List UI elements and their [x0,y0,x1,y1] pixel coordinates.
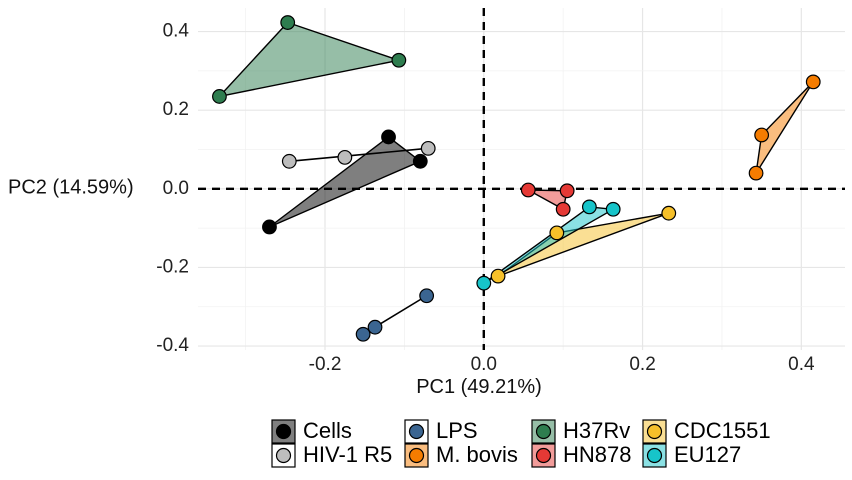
x-axis-ticks: -0.2 0.0 0.2 0.4 [309,354,815,375]
legend-key-point [275,423,292,440]
point-h37rv-3 [391,52,407,68]
y-tick-label: 0.2 [163,99,189,120]
hull-m-bovis [755,81,814,174]
legend-key-point [535,447,552,464]
x-tick-label: 0.4 [788,354,815,375]
point-cells-2 [381,129,396,145]
legend-key-point [535,423,552,440]
y-tick-label: 0.4 [163,21,190,42]
point-lps-1 [355,326,371,342]
point-lps-3 [419,288,435,304]
hull-h37rv [218,21,400,98]
y-tick-label: 0.0 [163,178,189,199]
hull-hn878 [527,189,568,211]
legend-label: H37Rv [563,418,630,443]
legend-label: LPS [436,418,478,443]
group-hulls [218,21,814,335]
point-cdc1551-3 [661,205,677,221]
point-cdc1551-2 [490,268,506,284]
legend-key-box [404,419,429,444]
legend-label: HN878 [563,442,631,467]
legend-item-h37rv: H37Rv [531,418,630,444]
point-hn878-2 [555,201,571,217]
data-points [212,15,821,342]
point-hn878-1 [520,182,536,198]
point-eu127-1 [476,275,492,291]
point-eu127-3 [605,201,621,217]
point-m-bovis-1 [748,165,764,181]
x-axis-title: PC1 (49.21%) [416,376,542,398]
legend-item-lps: LPS [404,418,478,444]
x-tick-label: 0.0 [471,354,497,375]
legend-label: HIV-1 R5 [303,442,392,467]
x-tick-label: 0.2 [629,354,655,375]
hull-eu127 [483,206,614,284]
y-tick-label: -0.2 [156,256,189,277]
legend-item-cells: Cells [271,418,352,444]
point-hiv-1-r5-2 [337,149,353,165]
legend-item-eu127: EU127 [642,442,741,468]
x-tick-label: -0.2 [309,354,342,375]
point-cells-1 [262,219,277,235]
point-cdc1551-1 [549,225,565,241]
legend-item-hiv-1-r5: HIV-1 R5 [271,442,392,468]
legend-label: EU127 [674,442,741,467]
legend-key-box [271,443,296,468]
point-hiv-1-r5-1 [281,153,297,169]
y-tick-label: -0.4 [156,335,189,356]
legend-item-m-bovis: M. bovis [404,442,518,468]
point-m-bovis-2 [754,127,770,143]
point-eu127-2 [581,199,597,215]
point-cells-3 [412,153,428,169]
legend-item-hn878: HN878 [531,442,631,468]
point-h37rv-2 [280,15,296,30]
legend-label: CDC1551 [674,418,771,443]
point-hn878-3 [559,183,575,199]
legend-key-point [408,447,425,464]
legend-key-point [408,423,425,440]
legend-item-cdc1551: CDC1551 [642,418,771,444]
legend-key-point [646,447,663,464]
point-lps-2 [367,319,383,335]
point-hiv-1-r5-3 [420,140,436,156]
hull-cells [268,136,421,228]
y-axis-title: PC2 (14.59%) [8,176,134,198]
y-axis-ticks: -0.4 -0.2 0.0 0.2 0.4 [156,21,189,356]
segment-hiv-1-r5 [289,147,429,163]
legend-label: Cells [303,418,352,443]
point-m-bovis-3 [805,74,821,90]
legend-key-point [275,447,292,464]
legend-key-point [646,423,663,440]
point-h37rv-1 [212,89,227,104]
legend-label: M. bovis [436,442,518,467]
